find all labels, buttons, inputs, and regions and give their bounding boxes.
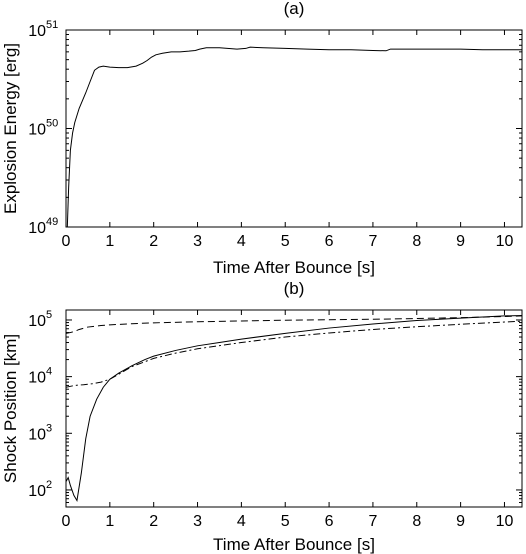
y-tick-exponent: 2 <box>46 479 52 491</box>
x-tick-label: 6 <box>325 233 334 250</box>
x-tick-label: 7 <box>368 513 377 530</box>
x-tick-label: 0 <box>62 233 71 250</box>
x-tick-label: 7 <box>368 233 377 250</box>
x-tick-label: 5 <box>281 513 290 530</box>
x-tick-label: 10 <box>496 513 514 530</box>
x-tick-label: 10 <box>496 233 514 250</box>
y-tick-label: 10 <box>28 483 46 500</box>
y-tick-label: 10 <box>28 426 46 443</box>
y-tick-label: 10 <box>28 23 46 40</box>
y-tick-exponent: 4 <box>46 366 52 378</box>
y-tick-exponent: 51 <box>46 19 58 31</box>
y-tick-label: 10 <box>28 220 46 237</box>
y-tick-label: 10 <box>28 370 46 387</box>
y-tick-exponent: 5 <box>46 309 52 321</box>
x-axis-label: Time After Bounce [s] <box>213 258 375 277</box>
y-tick-exponent: 3 <box>46 422 52 434</box>
series-line-dashed <box>66 315 522 334</box>
x-tick-label: 2 <box>149 513 158 530</box>
series-line-solid <box>66 314 522 502</box>
panel-title: (a) <box>284 0 305 18</box>
x-tick-label: 3 <box>193 233 202 250</box>
y-tick-exponent: 50 <box>46 118 58 130</box>
x-tick-label: 1 <box>105 513 114 530</box>
x-tick-label: 5 <box>281 233 290 250</box>
x-tick-label: 8 <box>412 233 421 250</box>
x-tick-label: 0 <box>62 513 71 530</box>
x-tick-label: 9 <box>456 513 465 530</box>
plot-frame <box>65 29 523 228</box>
x-tick-label: 3 <box>193 513 202 530</box>
x-tick-label: 9 <box>456 233 465 250</box>
panel-title: (b) <box>284 279 305 298</box>
x-tick-label: 2 <box>149 233 158 250</box>
y-axis-label: Explosion Energy [erg] <box>1 43 20 214</box>
y-axis-label: Shock Position [km] <box>1 334 20 483</box>
x-tick-label: 8 <box>412 513 421 530</box>
series-line-dashdot <box>66 320 522 388</box>
y-tick-label: 10 <box>28 122 46 139</box>
x-axis-label: Time After Bounce [s] <box>213 535 375 554</box>
x-tick-label: 6 <box>325 513 334 530</box>
y-tick-exponent: 49 <box>46 216 58 228</box>
plot-frame <box>65 309 523 508</box>
x-tick-label: 4 <box>237 513 246 530</box>
x-tick-label: 1 <box>105 233 114 250</box>
x-tick-label: 4 <box>237 233 246 250</box>
y-tick-label: 10 <box>28 313 46 330</box>
series-line-solid <box>66 46 522 227</box>
